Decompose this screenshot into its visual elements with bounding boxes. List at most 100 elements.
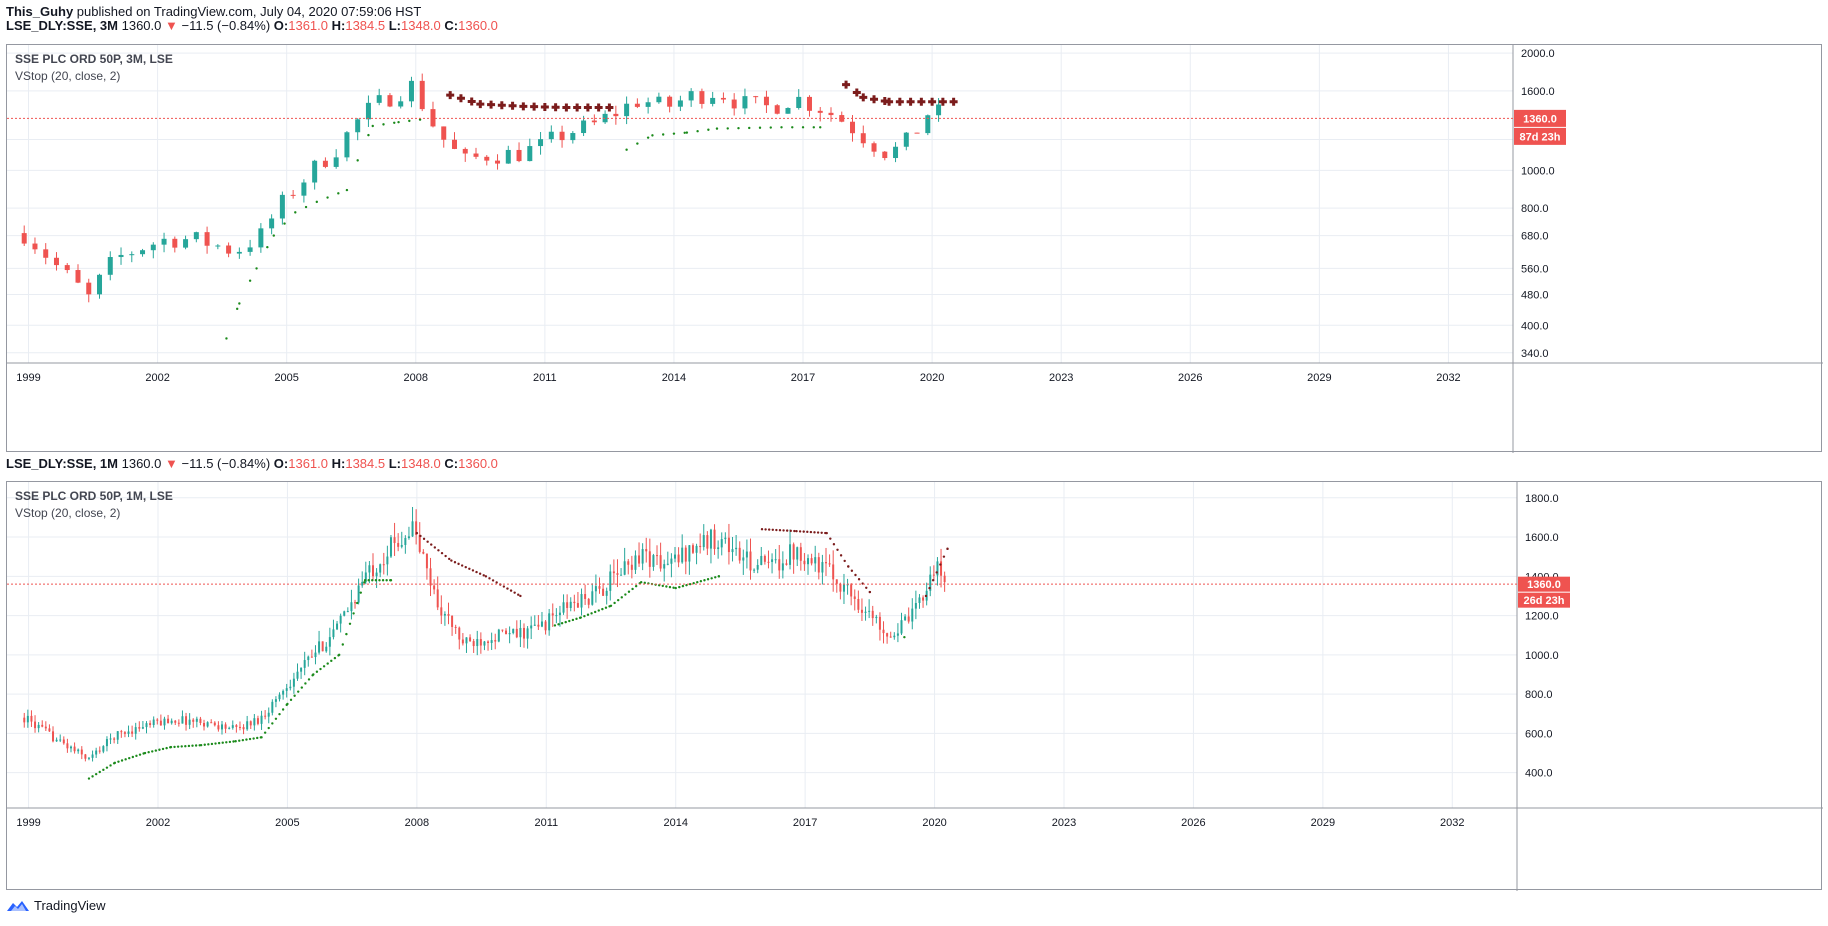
vstop-dot-marker (775, 528, 778, 532)
legend-indicator[interactable]: VStop (20, close, 2) (15, 506, 121, 520)
vstop-dot-marker (715, 127, 719, 130)
y-tick-label: 1600.0 (1525, 532, 1559, 544)
vstop-dot-marker (699, 580, 703, 583)
candle-body (84, 754, 87, 759)
candle-body (559, 131, 565, 141)
candle-body (918, 597, 921, 603)
vstop-dot-marker (382, 123, 385, 126)
vstop-cross-marker (487, 100, 496, 109)
candle-body (107, 257, 113, 275)
candle-body (86, 282, 92, 295)
vstop-dot-marker (625, 148, 628, 151)
vstop-dot-marker (696, 129, 699, 133)
vstop-dot-marker (778, 529, 782, 532)
candle-body (616, 573, 619, 575)
footer-brand[interactable]: TradingView (34, 898, 106, 913)
candle-body (889, 636, 892, 638)
vstop-dot-marker (330, 659, 333, 663)
vstop-dot-marker (672, 586, 675, 589)
candle-body (170, 720, 173, 724)
candle-body (540, 621, 543, 627)
candle-body (566, 602, 569, 608)
vstop-dot-marker (191, 744, 194, 747)
vstop-cross-marker (917, 97, 926, 106)
candle-body (903, 132, 909, 147)
candle-body (303, 660, 306, 668)
author-link[interactable]: This_Guhy (6, 4, 74, 19)
candle-body (515, 628, 518, 638)
chart-canvas-1m[interactable]: 1999 2002 2005 2008 2011 2014 2017 2020 2023 2026… (7, 482, 1823, 891)
vstop-dot-marker (120, 759, 124, 762)
vstop-cross-marker (508, 101, 517, 110)
x-tick-label: 2023 (1049, 372, 1073, 384)
candle-body (483, 641, 486, 646)
vstop-dot-marker (199, 743, 203, 747)
vstop-dot-marker (161, 747, 165, 751)
vstop-cross-marker (583, 103, 592, 112)
vstop-dot-marker (128, 756, 131, 760)
symbol-label[interactable]: LSE_DLY:SSE, 1M (6, 456, 118, 471)
candle-body (670, 558, 673, 564)
candle-body (21, 233, 27, 244)
candle-body (454, 626, 457, 628)
candle-body (129, 254, 135, 256)
candle-body (922, 597, 925, 601)
candle-body (882, 629, 885, 634)
high-value: 1384.5 (345, 18, 386, 33)
vstop-dot-marker (795, 529, 798, 533)
vstop-dot-marker (850, 569, 854, 572)
open-value: 1361.0 (288, 18, 328, 33)
candle-body (562, 602, 565, 613)
candle-body (357, 585, 360, 603)
y-tick-label: 400.0 (1525, 768, 1553, 780)
candle-body (436, 589, 439, 608)
vstop-dot-marker (221, 741, 224, 744)
vstop-dot-marker (475, 570, 478, 574)
vstop-dot-marker (620, 596, 623, 599)
symbol-label[interactable]: LSE_DLY:SSE, 3M (6, 18, 118, 33)
vstop-dot-marker (942, 555, 946, 558)
candle-body (440, 607, 443, 616)
vstop-dot-marker (657, 584, 661, 587)
tradingview-logo-icon[interactable] (6, 899, 30, 913)
vstop-dot-marker (816, 531, 820, 534)
candle-body (627, 561, 630, 565)
vstop-dot-marker (271, 722, 274, 725)
candle-body (307, 656, 310, 661)
vstop-dot-marker (272, 234, 275, 237)
vstop-dot-marker (593, 610, 597, 614)
candle-body (868, 610, 871, 612)
vstop-dot-marker (491, 579, 495, 582)
vstop-dot-marker (924, 594, 928, 598)
candle-body (393, 537, 396, 544)
vstop-dot-marker (517, 593, 520, 596)
candle-body (666, 563, 669, 565)
candle-body (145, 723, 148, 728)
vstop-dot-marker (643, 581, 646, 585)
vstop-dot-marker (636, 142, 639, 145)
candle-body (702, 535, 705, 548)
vstop-dot-marker (345, 632, 348, 636)
candle-body (472, 641, 475, 647)
chart-canvas-3m[interactable]: 1999 2002 2005 2008 2011 2014 2017 2020 2023 2026… (7, 45, 1823, 453)
candle-body (853, 596, 856, 599)
chart-pane-1m[interactable]: 1999 2002 2005 2008 2011 2014 2017 2020 2023 2026… (6, 481, 1823, 891)
candle-body (778, 559, 781, 571)
candle-body (105, 739, 108, 747)
candle-body (400, 544, 403, 547)
x-tick-label: 2026 (1178, 372, 1202, 384)
candle-body (97, 274, 103, 295)
chart-legend-1m: SSE PLC ORD 50P, 1M, LSE VStop (20, clos… (15, 488, 173, 522)
candle-body (720, 539, 723, 548)
chart-pane-3m[interactable]: 1999 2002 2005 2008 2011 2014 2017 2020 2023 2026… (6, 44, 1823, 453)
candle-body (98, 750, 101, 752)
legend-indicator[interactable]: VStop (20, close, 2) (15, 69, 121, 83)
candle-body (576, 603, 579, 608)
candle-body (806, 96, 812, 111)
candle-body (267, 712, 270, 717)
vstop-cross-marker (852, 88, 861, 97)
vstop-dot-marker (601, 607, 604, 611)
candle-body (174, 720, 177, 723)
x-tick-label: 2020 (922, 817, 946, 829)
vstop-dot-marker (946, 547, 949, 551)
